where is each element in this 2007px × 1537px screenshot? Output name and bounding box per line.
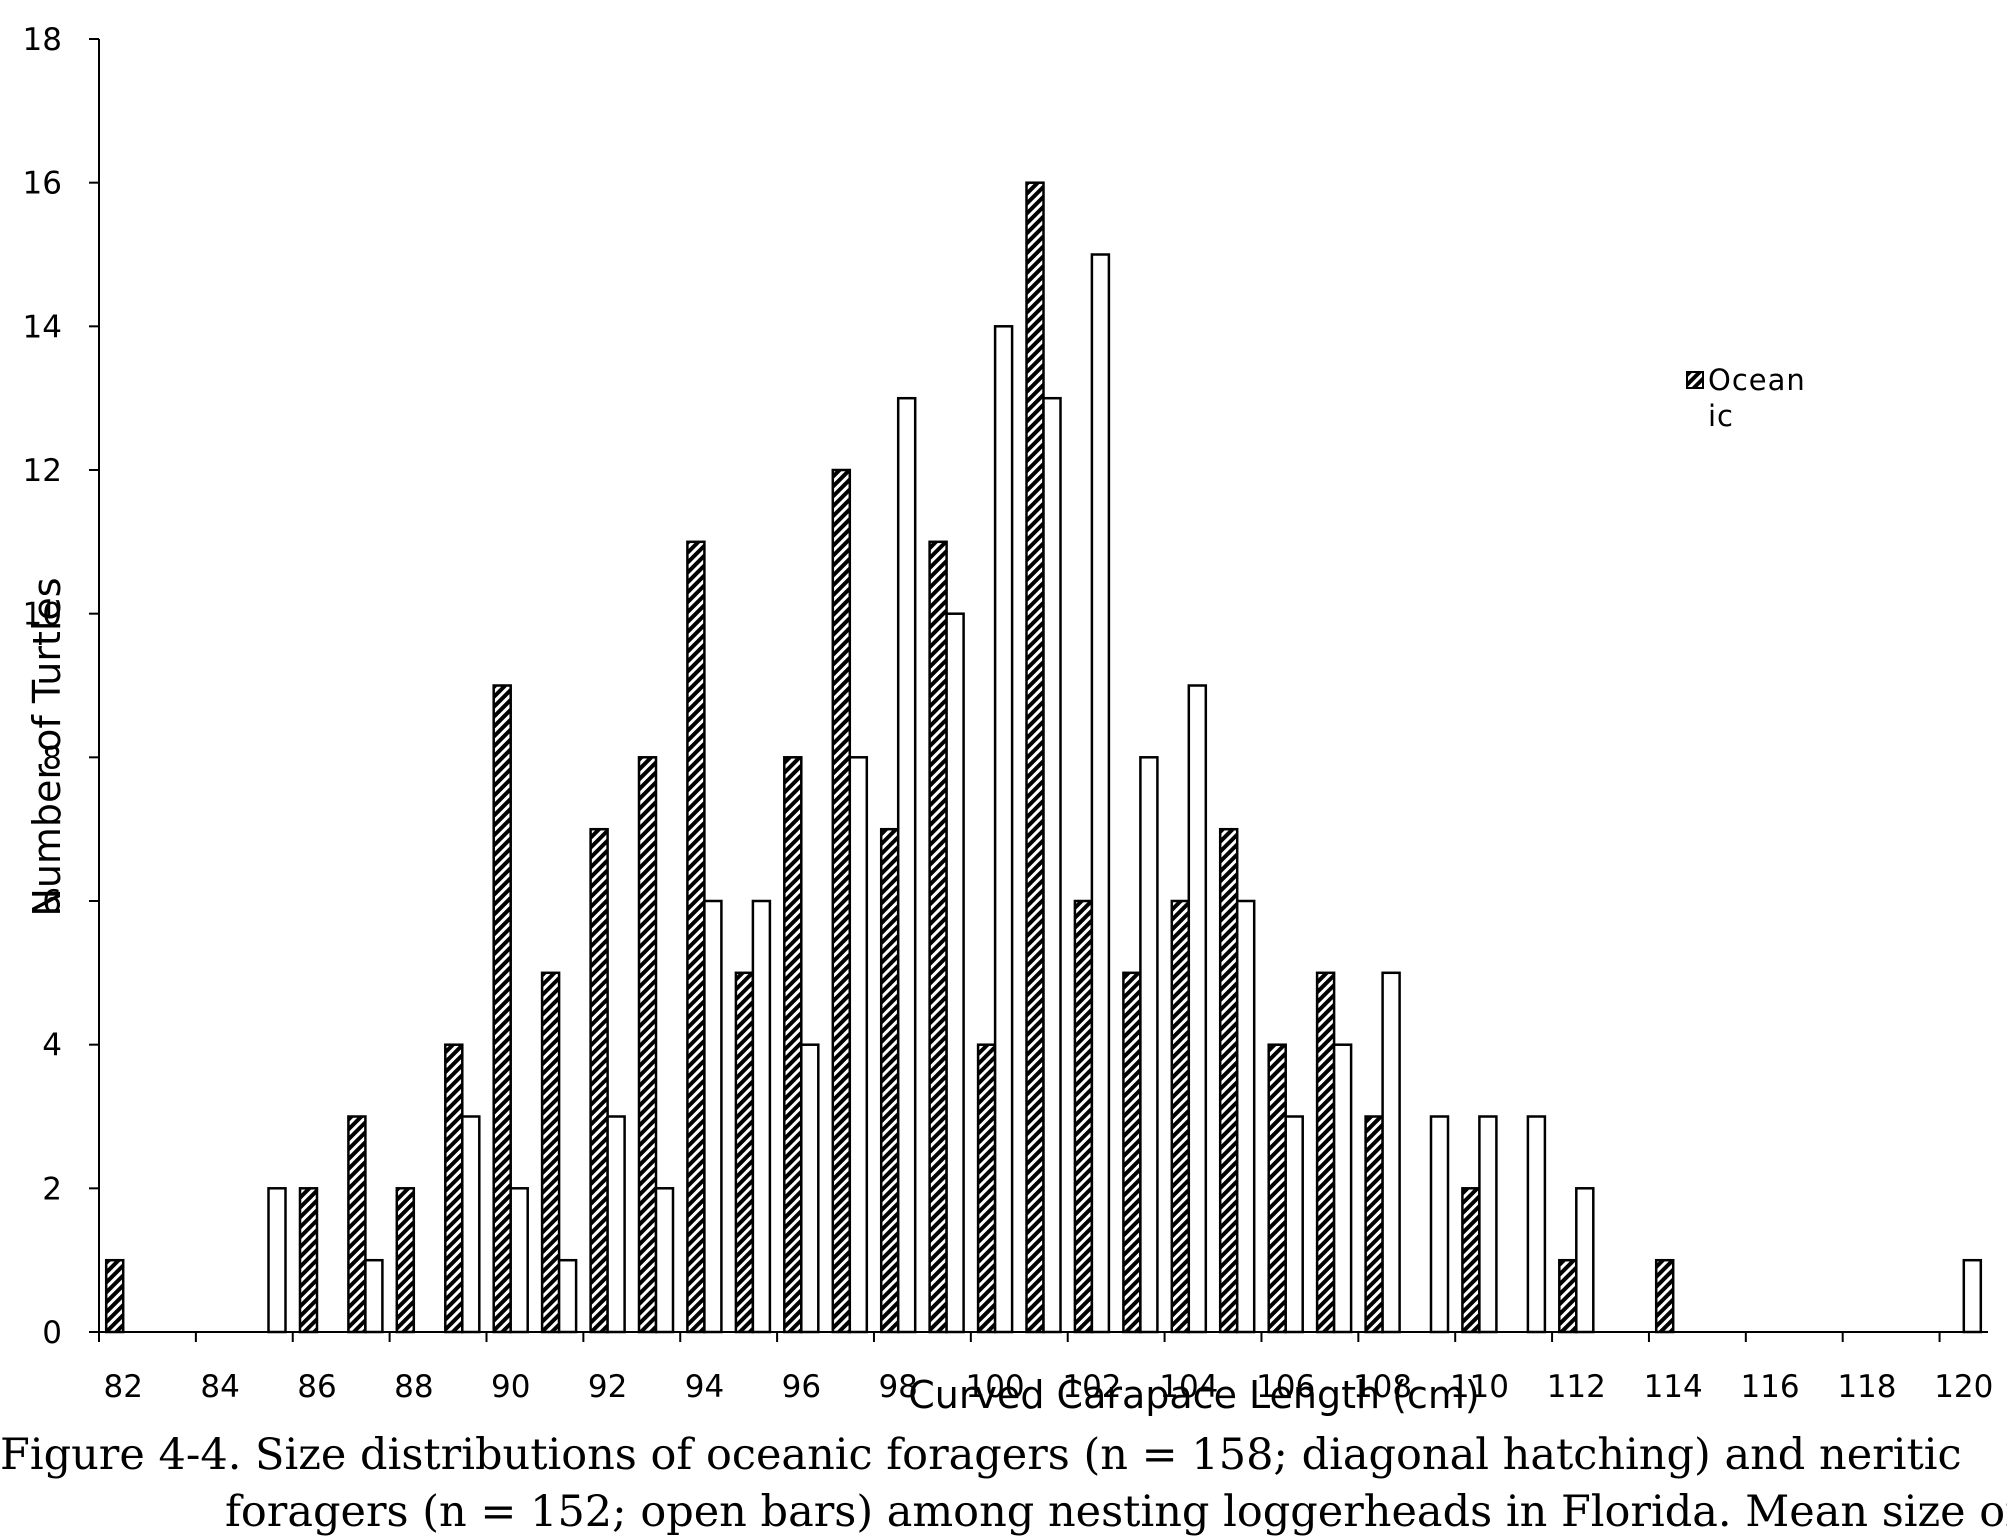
bar-neritic-103 [1139,756,1159,1334]
bar-neritic-85 [267,1187,287,1334]
bar-neritic-106 [1284,1115,1304,1334]
y-tick-label-16: 16 [23,166,62,202]
bar-oceanic-103 [1122,971,1142,1334]
bar-neritic-87 [364,1258,384,1334]
bar-oceanic-104 [1170,899,1191,1334]
y-tick-label-6: 6 [42,884,62,920]
bar-oceanic-102 [1073,899,1094,1334]
bars-layer [104,181,1983,1334]
y-tick-label-2: 2 [42,1171,62,1207]
bar-oceanic-100 [976,1043,997,1334]
x-tick-label-100: 100 [965,1369,1024,1405]
bar-neritic-108 [1381,971,1401,1334]
y-tick-label-0: 0 [42,1315,62,1351]
bar-oceanic-114 [1654,1258,1675,1334]
bar-neritic-104 [1187,684,1208,1334]
bar-neritic-95 [751,899,772,1334]
y-tick-label-4: 4 [42,1028,62,1064]
x-tick-label-112: 112 [1547,1369,1606,1405]
bar-neritic-97 [848,756,869,1334]
bar-oceanic-91 [540,971,561,1334]
bar-oceanic-87 [347,1115,367,1334]
bar-neritic-107 [1332,1043,1353,1334]
x-axis-title: Curved Carapace Length (cm) [908,1373,1480,1417]
bar-oceanic-105 [1218,827,1239,1334]
x-tick-label-98: 98 [878,1369,917,1405]
y-tick-label-14: 14 [23,309,62,345]
bar-oceanic-101 [1025,181,1045,1334]
axes-layer [89,38,1988,1342]
bar-oceanic-88 [395,1187,416,1334]
x-tick-label-104: 104 [1159,1369,1218,1405]
tick-labels-layer: 0 2 4 6 8 10 12 14 16 18 82 84 86 88 90 92 94 96 98 100 102 1… [23,22,1994,1405]
bar-oceanic-112 [1558,1258,1578,1334]
bar-neritic-110 [1478,1115,1498,1334]
figure-caption-line-2: foragers (n = 152; open bars) among nest… [225,1487,2007,1537]
bar-oceanic-95 [734,971,755,1334]
bar-oceanic-82 [104,1258,125,1334]
bar-oceanic-110 [1461,1187,1481,1334]
bar-oceanic-94 [686,540,706,1334]
bar-neritic-120 [1962,1258,1983,1334]
bar-oceanic-97 [831,468,852,1334]
x-tick-label-84: 84 [200,1369,239,1405]
bar-neritic-94 [703,899,723,1334]
legend: Ocean ic [1686,363,1806,433]
x-tick-label-94: 94 [685,1369,724,1405]
x-tick-label-102: 102 [1062,1369,1121,1405]
bar-neritic-98 [896,396,917,1334]
bar-oceanic-108 [1364,1115,1384,1334]
bar-neritic-109 [1429,1115,1450,1334]
x-tick-label-110: 110 [1450,1369,1509,1405]
x-tick-label-96: 96 [782,1369,821,1405]
x-tick-label-114: 114 [1644,1369,1703,1405]
bar-oceanic-90 [492,684,512,1334]
y-axis-title: Number of Turtles [25,577,69,916]
x-tick-label-92: 92 [588,1369,627,1405]
bar-oceanic-106 [1267,1043,1287,1334]
bar-neritic-99 [945,612,965,1334]
x-tick-label-90: 90 [491,1369,530,1405]
bar-oceanic-107 [1315,971,1336,1334]
bar-neritic-90 [509,1187,529,1334]
bar-neritic-105 [1235,899,1256,1334]
bar-neritic-96 [800,1043,820,1334]
bar-neritic-93 [654,1187,675,1334]
figure-caption-line-1: Figure 4-4. Size distributions of oceani… [0,1430,1962,1480]
y-tick-label-8: 8 [42,740,62,776]
x-tick-label-118: 118 [1837,1369,1896,1405]
bar-neritic-111 [1526,1115,1547,1334]
bar-neritic-112 [1575,1187,1595,1334]
x-tick-label-116: 116 [1740,1369,1799,1405]
bar-neritic-102 [1090,253,1111,1334]
bar-oceanic-98 [879,827,900,1334]
x-tick-label-106: 106 [1256,1369,1315,1405]
bar-neritic-91 [557,1258,578,1334]
y-tick-label-10: 10 [23,597,62,633]
x-tick-label-120: 120 [1934,1369,1993,1405]
legend-label-oceanic-2: ic [1708,399,1734,433]
legend-swatch-oceanic [1686,371,1704,389]
bar-neritic-101 [1042,396,1062,1334]
y-tick-label-18: 18 [23,22,62,58]
bar-oceanic-93 [637,756,658,1334]
bar-oceanic-99 [928,540,948,1334]
legend-label-oceanic-1: Ocean [1708,363,1806,397]
bar-oceanic-92 [589,827,609,1334]
x-tick-label-108: 108 [1353,1369,1412,1405]
x-tick-label-88: 88 [394,1369,433,1405]
y-tick-label-12: 12 [23,453,62,489]
x-tick-label-82: 82 [103,1369,142,1405]
bar-neritic-100 [993,325,1014,1334]
bar-oceanic-89 [444,1043,464,1334]
bar-oceanic-86 [298,1187,319,1334]
bar-neritic-92 [606,1115,626,1334]
bar-oceanic-96 [783,756,803,1334]
bar-neritic-89 [461,1115,481,1334]
x-tick-label-86: 86 [297,1369,336,1405]
